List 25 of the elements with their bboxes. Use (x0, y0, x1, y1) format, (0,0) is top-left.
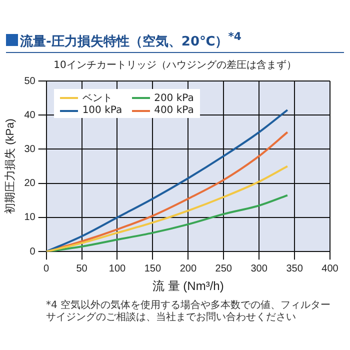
x-tick-label: 300 (250, 263, 268, 274)
x-tick-label: 0 (44, 263, 50, 274)
legend-label: 200 kPa (153, 92, 194, 105)
x-tick-label: 100 (108, 263, 126, 274)
x-tick-label: 400 (322, 263, 339, 274)
legend-label: 100 kPa (81, 105, 122, 116)
text: *4 空気以外の気体を使用する場合や多本数での値、フィルターサイジングのご相談は、当社までお問い合わせください (46, 300, 332, 324)
y-tick-label: 40 (24, 110, 36, 121)
x-tick-label: 350 (286, 263, 304, 274)
legend-label: 400 kPa (153, 105, 194, 116)
x-tick-label: 150 (144, 263, 162, 274)
chart-title: 流量-圧力損失特性（空気、20℃）$^{*4}$ (20, 30, 242, 50)
x-tick-label: 200 (180, 263, 197, 274)
y-axis-title: 初期圧力損失 (kPa) (4, 118, 17, 214)
x-axis-title: 流 量 (Nm³/h) (152, 279, 224, 294)
chart-subtitle: 10インチカートリッジ（ハウジングの差圧は含まず） (52, 58, 298, 72)
line-series (46, 165, 288, 252)
y-tick-label: 50 (24, 76, 36, 87)
y-tick-label: 20 (24, 178, 36, 190)
y-tick-label: 0 (30, 246, 36, 258)
x-tick-label: 50 (76, 263, 88, 274)
legend-label: ベント (81, 92, 114, 105)
y-tick-label: 10 (24, 212, 36, 224)
x-tick-label: 250 (215, 263, 232, 274)
y-tick-label: 30 (24, 144, 36, 155)
